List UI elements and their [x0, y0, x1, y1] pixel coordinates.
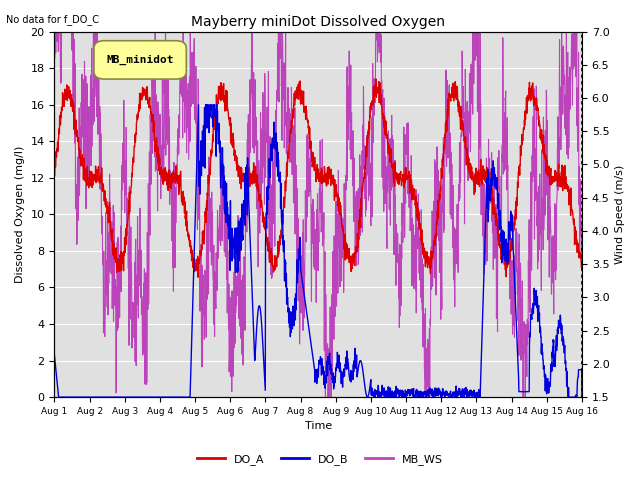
Y-axis label: Wind Speed (m/s): Wind Speed (m/s) — [615, 165, 625, 264]
Y-axis label: Dissolved Oxygen (mg/l): Dissolved Oxygen (mg/l) — [15, 145, 25, 283]
X-axis label: Time: Time — [305, 421, 332, 432]
Title: Mayberry miniDot Dissolved Oxygen: Mayberry miniDot Dissolved Oxygen — [191, 15, 445, 29]
Legend: DO_A, DO_B, MB_WS: DO_A, DO_B, MB_WS — [193, 450, 447, 469]
FancyBboxPatch shape — [94, 41, 186, 79]
Text: No data for f_DO_C: No data for f_DO_C — [6, 14, 99, 25]
Text: MB_minidot: MB_minidot — [106, 55, 174, 65]
